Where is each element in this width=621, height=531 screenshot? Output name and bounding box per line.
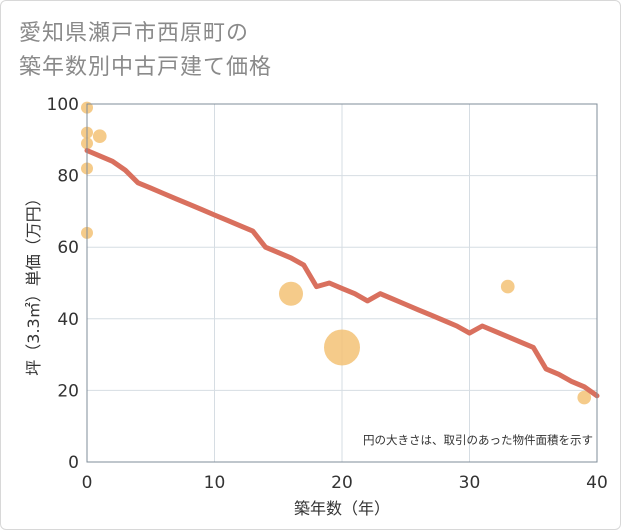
y-axis-label: 坪（3.3㎡）単価（万円） [24,190,43,375]
x-tick-label: 20 [331,473,353,493]
data-bubble [577,390,592,405]
plot-border [86,103,598,463]
title-line-2: 築年数別中古戸建て価格 [19,55,273,80]
trend-line [84,148,600,399]
x-tick-label: 10 [204,473,226,493]
data-bubble [92,129,107,144]
chart-title: 愛知県瀬戸市西原町の 築年数別中古戸建て価格 [19,17,272,85]
data-bubble [279,281,303,306]
title-line-1: 愛知県瀬戸市西原町の [19,21,250,46]
data-bubble [500,279,515,294]
x-tick-label: 0 [82,473,93,493]
bubble-size-note: 円の大きさは、取引のあった物件面積を示す [363,433,593,447]
y-tick-label: 40 [57,310,79,330]
x-axis-ticks: 0 10 20 30 40 [82,473,608,493]
x-axis-label: 築年数（年） [294,499,390,518]
y-tick-label: 100 [47,95,79,115]
y-axis-ticks: 0 20 40 60 80 100 [47,95,79,473]
y-tick-label: 20 [57,381,79,401]
data-bubble [324,329,360,366]
x-tick-label: 30 [459,473,481,493]
y-tick-label: 0 [68,453,79,473]
y-tick-label: 60 [57,238,79,258]
x-tick-label: 40 [586,473,608,493]
y-tick-label: 80 [57,167,79,187]
